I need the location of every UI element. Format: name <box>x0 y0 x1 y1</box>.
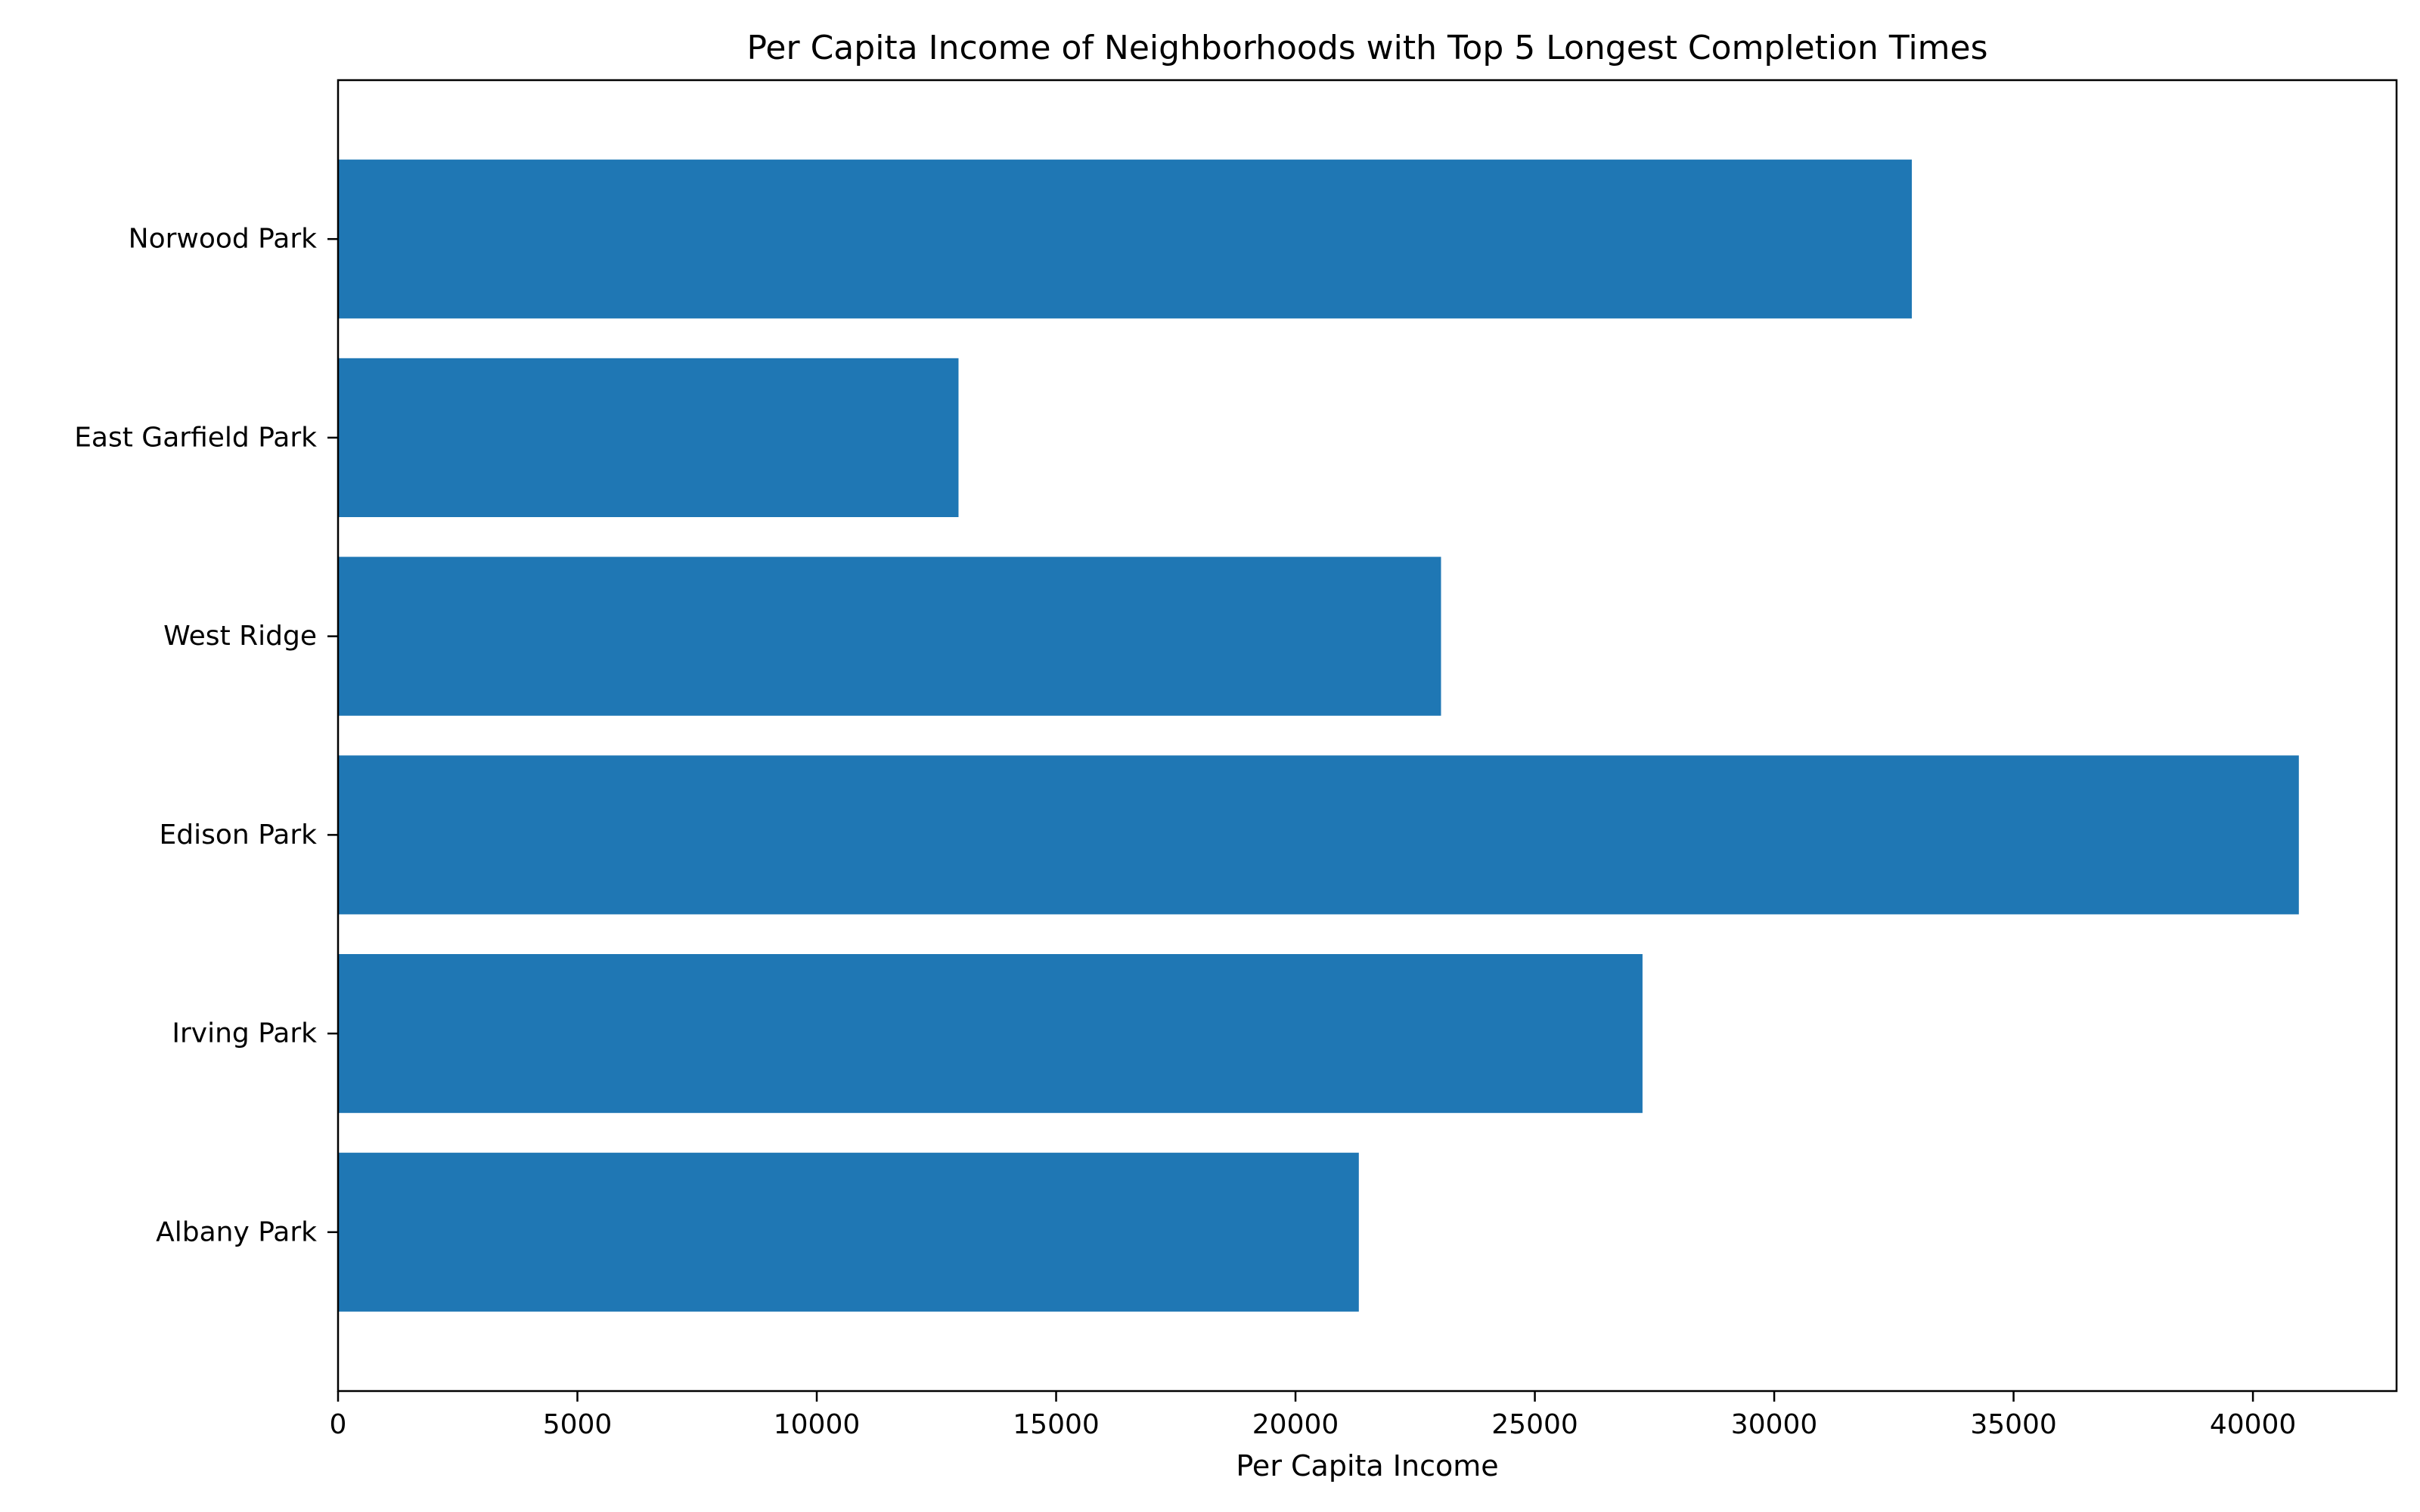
x-axis-label: Per Capita Income <box>1236 1449 1498 1483</box>
bar-west-ridge <box>338 556 1441 716</box>
y-tick-label-east-garfield-park: East Garfield Park <box>74 422 317 453</box>
bar-norwood-park <box>338 160 1913 319</box>
y-tick-label-west-ridge: West Ridge <box>163 621 317 652</box>
y-tick-label-edison-park: Edison Park <box>160 820 318 850</box>
bar-albany-park <box>338 1152 1359 1312</box>
x-tick-label-20000: 20000 <box>1252 1409 1339 1440</box>
y-tick-label-norwood-park: Norwood Park <box>129 224 317 255</box>
x-axis-ticks: 0 5000 10000 15000 20000 25000 30000 35000 40000 <box>330 1391 2297 1440</box>
bar-irving-park <box>338 954 1643 1114</box>
plot-frame <box>337 79 2398 1393</box>
x-tick-label-35000: 35000 <box>1970 1409 2057 1440</box>
x-tick-label-15000: 15000 <box>1013 1409 1100 1440</box>
x-tick-label-25000: 25000 <box>1491 1409 1578 1440</box>
bars-group <box>338 160 2299 1312</box>
chart-title: Per Capita Income of Neighborhoods with … <box>746 29 1987 67</box>
x-tick-label-0: 0 <box>330 1409 347 1440</box>
y-tick-label-albany-park: Albany Park <box>156 1216 317 1247</box>
y-tick-label-irving-park: Irving Park <box>172 1018 317 1049</box>
bar-east-garfield-park <box>338 358 959 517</box>
x-tick-label-10000: 10000 <box>774 1409 861 1440</box>
x-tick-label-30000: 30000 <box>1731 1409 1818 1440</box>
y-axis-ticks: Albany Park Irving Park Edison Park West Ri… <box>74 224 338 1247</box>
x-tick-label-5000: 5000 <box>543 1409 613 1440</box>
x-tick-label-40000: 40000 <box>2210 1409 2297 1440</box>
bar-edison-park <box>338 755 2299 915</box>
